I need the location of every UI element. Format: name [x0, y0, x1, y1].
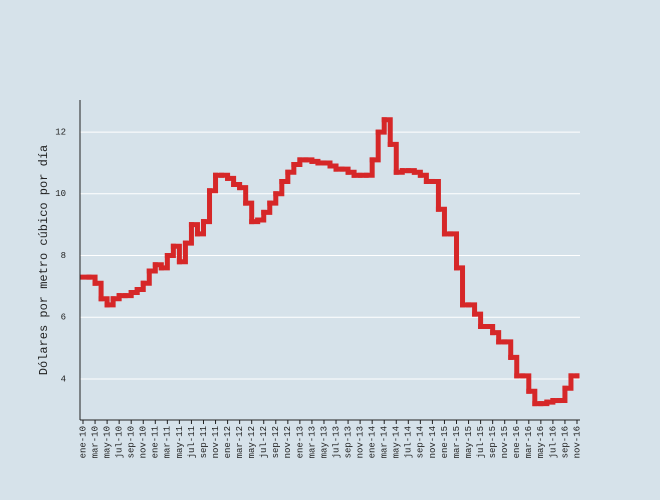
step-segment: [279, 169, 291, 184]
step-segment: [261, 200, 273, 215]
step-segment: [267, 191, 279, 206]
step-segment: [92, 280, 104, 302]
x-tick-label: ene-15: [440, 426, 450, 458]
x-tick-label: nov-11: [211, 426, 221, 458]
step-segment: [182, 222, 194, 246]
x-tick-label: may-16: [536, 426, 546, 458]
step-segment: [472, 311, 484, 329]
step-segment: [381, 117, 393, 147]
step-segment: [194, 219, 206, 237]
y-tick-label: 8: [61, 251, 66, 261]
step-segment: [255, 209, 267, 223]
x-tick-label: ene-12: [223, 426, 233, 458]
x-tick-label: sep-14: [416, 426, 426, 458]
step-segment: [375, 117, 387, 135]
step-segment: [466, 302, 478, 317]
x-tick-label: ene-14: [368, 426, 378, 458]
x-tick-label: jul-14: [404, 426, 414, 458]
x-tick-label: mar-13: [307, 426, 317, 458]
y-tick-label: 10: [55, 189, 66, 199]
x-tick-label: mar-15: [452, 426, 462, 458]
step-segment: [176, 240, 188, 265]
x-tick-label: jul-15: [476, 426, 486, 458]
x-tick-label: jul-11: [187, 426, 197, 458]
step-segment: [520, 373, 532, 394]
step-segment: [556, 385, 568, 404]
x-tick-label: nov-14: [428, 426, 438, 458]
step-segment: [273, 178, 285, 197]
step-segment: [526, 388, 538, 407]
step-segment: [207, 172, 219, 194]
x-tick-label: may-12: [247, 426, 257, 458]
step-segment: [243, 200, 255, 225]
x-tick-label: mar-10: [90, 426, 100, 458]
x-tick-label: ene-13: [295, 426, 305, 458]
step-segment: [502, 339, 514, 360]
step-segment: [363, 157, 375, 178]
x-tick-label: may-14: [392, 426, 402, 458]
x-tick-label: may-15: [464, 426, 474, 458]
step-segment: [200, 188, 213, 225]
x-tick-label: may-10: [102, 426, 112, 458]
step-segment: [140, 268, 152, 286]
x-tick-label: ene-11: [151, 426, 161, 458]
x-tick-label: sep-10: [127, 426, 137, 458]
step-segment: [562, 373, 574, 391]
step-segment: [158, 253, 170, 271]
step-segment: [490, 330, 502, 345]
y-axis-label: Dólares por metro cúbico por día: [37, 145, 51, 375]
x-tick-label: ene-16: [512, 426, 522, 458]
step-segment: [164, 243, 176, 259]
x-tick-label: sep-13: [343, 426, 353, 458]
x-tick-label: jul-10: [115, 426, 125, 458]
x-tick-label: mar-14: [380, 426, 390, 458]
x-tick-label: mar-16: [524, 426, 534, 458]
x-tick-label: may-11: [175, 426, 185, 458]
x-tick-label: sep-16: [560, 426, 570, 458]
x-tick-label: jul-13: [331, 426, 341, 458]
step-segment: [387, 141, 399, 175]
x-tick-label: jul-16: [548, 426, 558, 458]
x-tick-label: jul-12: [259, 426, 269, 458]
x-tick-label: mar-12: [235, 426, 245, 458]
step-segment: [429, 178, 441, 212]
step-segment: [454, 265, 466, 308]
step-segment: [369, 129, 381, 163]
step-segment: [447, 231, 460, 271]
step-segment: [188, 222, 200, 237]
x-tick-label: nov-16: [572, 426, 582, 458]
step-segment: [237, 185, 249, 206]
x-tick-label: ene-10: [78, 426, 88, 458]
x-tick-label: sep-12: [271, 426, 281, 458]
x-tick-label: mar-11: [163, 426, 173, 458]
x-tick-label: sep-15: [488, 426, 498, 458]
step-segment: [435, 206, 447, 237]
y-tick-label: 4: [61, 374, 66, 384]
step-segment: [508, 354, 520, 379]
x-tick-label: nov-10: [139, 426, 149, 458]
x-tick-label: nov-13: [355, 426, 365, 458]
x-tick-label: nov-12: [283, 426, 293, 458]
x-tick-label: may-13: [319, 426, 329, 458]
y-tick-label: 6: [61, 313, 66, 323]
step-segment: [285, 161, 297, 175]
y-tick-label: 12: [55, 127, 66, 137]
step-segment: [170, 243, 182, 265]
x-tick-label: nov-15: [500, 426, 510, 458]
x-tick-label: sep-11: [199, 426, 209, 458]
